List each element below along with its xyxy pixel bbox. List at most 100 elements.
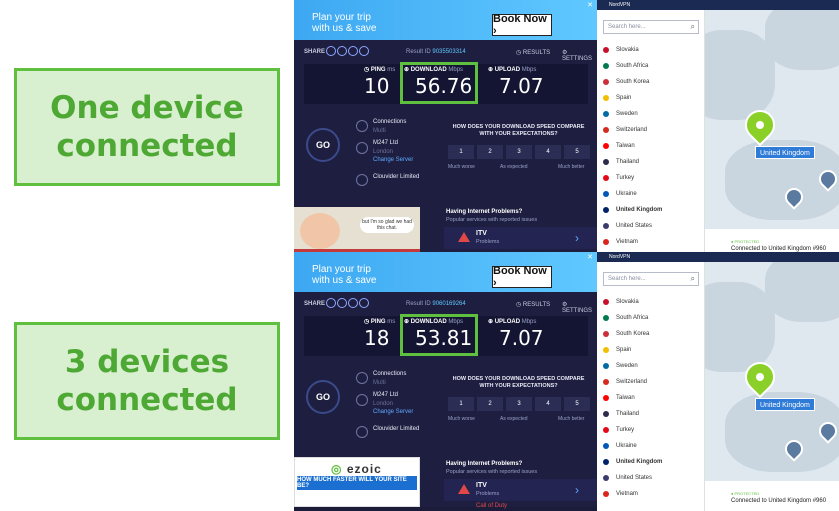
country-item[interactable]: United States [603, 220, 703, 234]
country-item[interactable]: Ukraine [603, 440, 703, 454]
speedtest-app: SHARE Result ID 9035503314 ◷ RESULTS ⚙ S… [294, 40, 597, 255]
flag-icon [603, 143, 609, 149]
book-now-button[interactable]: Book Now › [492, 265, 552, 289]
download-value: 53.81 [415, 326, 473, 350]
protected-label: ● PROTECTED [731, 239, 760, 244]
go-button[interactable]: GO [306, 128, 340, 162]
rating-button-5[interactable]: 5 [564, 145, 590, 159]
problem-row-itv[interactable]: ITV Problems › [444, 227, 597, 249]
label-three-devices: 3 devices connected [14, 322, 280, 440]
download-value: 56.76 [415, 74, 473, 98]
ezoic-logo: ◎ ezoic [331, 462, 382, 476]
vpn-map[interactable]: United Kingdom ● PROTECTED Connected to … [705, 10, 839, 255]
country-item[interactable]: Switzerland [603, 376, 703, 390]
vpn-map[interactable]: United Kingdom ● PROTECTED Connected to … [705, 262, 839, 511]
rating-button-3[interactable]: 3 [506, 397, 532, 411]
rating-button-2[interactable]: 2 [477, 397, 503, 411]
chevron-right-icon[interactable]: › [575, 483, 579, 497]
book-now-button[interactable]: Book Now › [492, 13, 552, 37]
country-item[interactable]: Slovakia [603, 44, 703, 58]
country-item[interactable]: South Korea [603, 76, 703, 90]
country-item-selected[interactable]: United Kingdom [603, 204, 703, 218]
problems-heading: Having Internet Problems? [446, 209, 523, 215]
ezoic-ad[interactable]: ◎ ezoic HOW MUCH FASTER WILL YOUR SITE B… [294, 457, 420, 507]
top-ad-banner[interactable]: Plan your trip with us & save Book Now › … [294, 0, 597, 40]
country-item[interactable]: United States [603, 472, 703, 486]
go-button[interactable]: GO [306, 380, 340, 414]
settings-link[interactable]: ⚙ SETTINGS [562, 302, 593, 314]
rating-button-4[interactable]: 4 [535, 397, 561, 411]
label-line1: One device [50, 90, 244, 126]
country-item[interactable]: Thailand [603, 156, 703, 170]
settings-link[interactable]: ⚙ SETTINGS [562, 50, 593, 62]
share-facebook-icon[interactable] [348, 298, 358, 308]
map-land [705, 30, 775, 120]
flag-icon [603, 347, 609, 353]
speedtest-toolbar: SHARE Result ID 9035503314 ◷ RESULTS ⚙ S… [304, 46, 594, 62]
rating-button-1[interactable]: 1 [448, 397, 474, 411]
chevron-right-icon[interactable]: › [575, 231, 579, 245]
baby-photo [300, 213, 340, 249]
results-link[interactable]: ◷ RESULTS [516, 50, 551, 56]
country-search-input[interactable]: Search here... ⌕ [603, 20, 699, 34]
country-item[interactable]: Taiwan [603, 140, 703, 154]
share-twitter-icon[interactable] [337, 298, 347, 308]
problem-row-itv[interactable]: ITV Problems › [444, 479, 597, 501]
country-item[interactable]: Turkey [603, 424, 703, 438]
ad-close-icon[interactable]: ✕ [587, 2, 593, 9]
rating-button-4[interactable]: 4 [535, 145, 561, 159]
service-status: Problems [476, 239, 500, 245]
top-ad-banner[interactable]: Plan your trip with us & save Book Now › … [294, 252, 597, 292]
download-highlight-box [400, 62, 478, 104]
country-item[interactable]: Sweden [603, 108, 703, 122]
country-item[interactable]: South Africa [603, 60, 703, 74]
upload-value: 7.07 [499, 326, 544, 350]
share-link-icon[interactable] [326, 46, 336, 56]
ping-value: 10 [364, 74, 390, 98]
results-link[interactable]: ◷ RESULTS [516, 302, 551, 308]
share-facebook-icon[interactable] [348, 46, 358, 56]
country-item[interactable]: Vietnam [603, 488, 703, 502]
share-more-icon[interactable] [359, 46, 369, 56]
country-item[interactable]: Taiwan [603, 392, 703, 406]
connections-icon [356, 120, 368, 132]
country-item[interactable]: South Korea [603, 328, 703, 342]
connections-mode[interactable]: Multi [373, 128, 386, 134]
bottom-ad-image[interactable]: but I'm so glad we had this chat. [294, 207, 420, 255]
next-service-name[interactable]: Call of Duty [476, 503, 508, 509]
change-server-link[interactable]: Change Server [373, 409, 414, 415]
country-item[interactable]: Spain [603, 344, 703, 358]
share-twitter-icon[interactable] [337, 46, 347, 56]
result-id: Result ID 9035503314 [406, 49, 466, 55]
share-more-icon[interactable] [359, 298, 369, 308]
rating-button-1[interactable]: 1 [448, 145, 474, 159]
connections-mode[interactable]: Multi [373, 380, 386, 386]
country-item[interactable]: Sweden [603, 360, 703, 374]
country-search-input[interactable]: Search here... ⌕ [603, 272, 699, 286]
country-item[interactable]: Spain [603, 92, 703, 106]
rating-button-2[interactable]: 2 [477, 145, 503, 159]
flag-icon [603, 491, 609, 497]
problems-subtitle: Popular services with reported issues [446, 469, 538, 475]
country-item[interactable]: Turkey [603, 172, 703, 186]
country-item[interactable]: Slovakia [603, 296, 703, 310]
search-icon: ⌕ [690, 22, 695, 31]
country-item-selected[interactable]: United Kingdom [603, 456, 703, 470]
rating-button-5[interactable]: 5 [564, 397, 590, 411]
country-item[interactable]: Ukraine [603, 188, 703, 202]
ad-close-icon[interactable]: ✕ [587, 254, 593, 261]
ping-value: 18 [364, 326, 390, 350]
flag-icon [603, 175, 609, 181]
country-item[interactable]: Vietnam [603, 236, 703, 250]
country-item[interactable]: Thailand [603, 408, 703, 422]
share-link-icon[interactable] [326, 298, 336, 308]
server-info: GO Connections Multi M247 Ltd London Cha… [304, 112, 444, 202]
server-info: GO Connections Multi M247 Ltd London Cha… [304, 364, 444, 454]
country-item[interactable]: Switzerland [603, 124, 703, 138]
change-server-link[interactable]: Change Server [373, 157, 414, 163]
search-icon: ⌕ [690, 274, 695, 283]
country-item[interactable]: South Africa [603, 312, 703, 326]
connected-text: Connected to United Kingdom #960 [731, 498, 827, 504]
rating-button-3[interactable]: 3 [506, 145, 532, 159]
